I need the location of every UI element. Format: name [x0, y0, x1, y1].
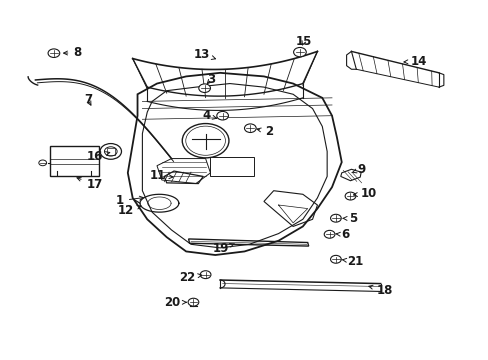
Circle shape — [293, 48, 305, 57]
Text: 22: 22 — [178, 271, 202, 284]
Text: 11: 11 — [149, 169, 173, 182]
Text: 16: 16 — [87, 150, 109, 163]
Text: 4: 4 — [202, 109, 216, 122]
Text: 7: 7 — [84, 94, 92, 107]
Text: 10: 10 — [353, 187, 376, 200]
Circle shape — [100, 144, 121, 159]
Circle shape — [244, 124, 256, 132]
Circle shape — [324, 230, 334, 238]
Bar — [210, 157, 254, 176]
Text: 19: 19 — [212, 242, 234, 255]
Text: 17: 17 — [77, 177, 102, 191]
Text: 18: 18 — [368, 284, 392, 297]
Text: 14: 14 — [403, 55, 427, 68]
Text: 6: 6 — [335, 228, 349, 241]
Circle shape — [330, 255, 341, 263]
Text: 5: 5 — [343, 212, 357, 225]
Bar — [107, 148, 115, 155]
Text: 1: 1 — [116, 194, 143, 207]
Text: 3: 3 — [207, 73, 215, 86]
Text: 13: 13 — [193, 48, 215, 61]
Text: 2: 2 — [257, 125, 272, 138]
Text: 20: 20 — [164, 296, 186, 309]
Circle shape — [330, 214, 341, 222]
Circle shape — [216, 111, 228, 120]
Text: 12: 12 — [117, 204, 141, 217]
Text: 15: 15 — [295, 35, 311, 48]
Circle shape — [39, 160, 46, 166]
Text: 9: 9 — [351, 163, 365, 176]
Text: 8: 8 — [63, 46, 81, 59]
Circle shape — [199, 84, 210, 93]
Circle shape — [182, 123, 228, 158]
Circle shape — [345, 192, 355, 200]
Circle shape — [48, 49, 60, 58]
Circle shape — [200, 271, 210, 279]
Circle shape — [188, 298, 199, 306]
Text: 21: 21 — [341, 255, 363, 268]
